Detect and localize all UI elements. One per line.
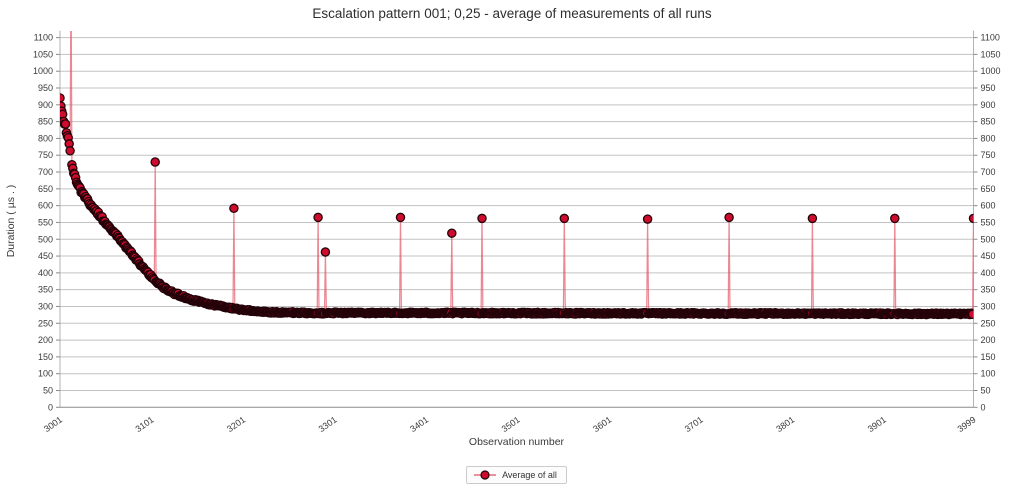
y-tick-label-left: 600 bbox=[38, 201, 53, 211]
y-tick-label-left: 1000 bbox=[33, 66, 53, 76]
y-tick-label-right: 400 bbox=[981, 268, 996, 278]
y-tick-label-left: 400 bbox=[38, 268, 53, 278]
y-tick-label-left: 1100 bbox=[34, 33, 53, 43]
spike-marker bbox=[807, 213, 818, 224]
y-tick-label-left: 800 bbox=[38, 133, 53, 143]
y-tick-label-left: 650 bbox=[38, 184, 53, 194]
y-tick-label-right: 150 bbox=[981, 352, 996, 362]
y-tick-label-right: 200 bbox=[981, 335, 996, 345]
y-tick-label-right: 900 bbox=[981, 100, 996, 110]
spike-marker bbox=[229, 203, 239, 214]
y-tick-label-left: 200 bbox=[38, 335, 53, 345]
y-tick-label-left: 450 bbox=[38, 251, 53, 261]
y-tick-label-left: 350 bbox=[38, 285, 53, 295]
y-tick-label-left: 950 bbox=[38, 83, 53, 93]
y-tick-label-right: 600 bbox=[981, 201, 996, 211]
data-point-marker bbox=[65, 146, 75, 156]
y-axis-label: Duration ( µs . ) bbox=[5, 184, 17, 258]
spike-marker bbox=[968, 213, 974, 224]
series-line bbox=[60, 31, 974, 316]
y-tick-label-left: 50 bbox=[43, 385, 53, 395]
spike-marker bbox=[642, 214, 653, 224]
y-tick-label-right: 300 bbox=[981, 301, 996, 311]
spike-marker bbox=[477, 213, 487, 224]
y-axis-left: 0 50 100 150 200 250 300 350 400 450 500 550 600 650 7… bbox=[33, 33, 60, 412]
x-tick-label: 3701 bbox=[683, 414, 705, 434]
y-tick-label-right: 800 bbox=[981, 133, 996, 143]
y-tick-label-left: 0 bbox=[48, 402, 53, 412]
x-tick-label: 3301 bbox=[317, 414, 339, 434]
legend-box: Average of all bbox=[466, 466, 567, 484]
spike-marker bbox=[320, 247, 331, 257]
y-tick-label-right: 250 bbox=[981, 318, 996, 328]
x-tick-label: 3201 bbox=[225, 414, 247, 434]
x-tick-label: 3401 bbox=[408, 414, 430, 434]
y-tick-label-left: 850 bbox=[38, 117, 53, 127]
y-tick-label-right: 650 bbox=[981, 184, 996, 194]
y-tick-label-right: 550 bbox=[981, 217, 996, 227]
y-tick-label-right: 0 bbox=[981, 402, 986, 412]
x-tick-label: 3501 bbox=[500, 414, 522, 434]
y-tick-label-left: 750 bbox=[38, 150, 53, 160]
y-tick-label-right: 350 bbox=[981, 285, 996, 295]
y-tick-label-left: 100 bbox=[38, 369, 53, 379]
spike-marker bbox=[559, 213, 570, 224]
y-tick-label-right: 50 bbox=[981, 385, 991, 395]
x-tick-label: 3101 bbox=[134, 414, 156, 434]
spike-marker bbox=[890, 213, 900, 224]
spike-marker bbox=[150, 157, 160, 167]
y-tick-label-left: 550 bbox=[38, 217, 53, 227]
y-tick-label-right: 1050 bbox=[981, 49, 1001, 59]
y-tick-label-right: 950 bbox=[981, 83, 996, 93]
data-series bbox=[60, 31, 974, 320]
y-tick-label-right: 1000 bbox=[981, 66, 1001, 76]
spike-marker bbox=[313, 212, 323, 223]
y-tick-label-left: 300 bbox=[38, 301, 53, 311]
y-tick-label-left: 500 bbox=[38, 234, 53, 244]
x-tick-label: 3001 bbox=[42, 414, 64, 434]
y-tick-label-left: 250 bbox=[38, 318, 53, 328]
x-tick-label: 3601 bbox=[591, 414, 613, 434]
x-tick-label: 3901 bbox=[866, 414, 888, 434]
y-tick-label-right: 1100 bbox=[981, 33, 1000, 43]
chart-title: Escalation pattern 001; 0,25 - average o… bbox=[312, 6, 712, 21]
data-point-marker bbox=[60, 93, 65, 103]
y-tick-label-right: 100 bbox=[981, 369, 996, 379]
spike-marker bbox=[395, 212, 406, 223]
y-tick-label-right: 750 bbox=[981, 150, 996, 160]
legend-series-marker-icon bbox=[474, 470, 497, 480]
spike-marker bbox=[447, 228, 457, 238]
grid-lines bbox=[59, 30, 974, 408]
legend-label: Average of all bbox=[502, 470, 557, 480]
y-tick-label-right: 450 bbox=[981, 251, 996, 261]
y-tick-label-left: 700 bbox=[38, 167, 53, 177]
data-point-marker bbox=[967, 309, 974, 320]
x-tick-label: 3801 bbox=[774, 414, 796, 434]
y-tick-label-left: 150 bbox=[38, 352, 53, 362]
spike-marker bbox=[724, 212, 734, 223]
data-point-marker bbox=[60, 119, 71, 129]
y-tick-label-right: 850 bbox=[981, 117, 996, 127]
x-tick-label: 3999 bbox=[956, 414, 978, 434]
x-axis-ticks: 3001 3101 3201 3301 3401 3501 3601 3701 3801 3901… bbox=[42, 414, 978, 434]
y-tick-label-right: 500 bbox=[981, 234, 996, 244]
x-axis-label: Observation number bbox=[468, 436, 565, 448]
legend: Average of all bbox=[60, 466, 973, 484]
y-tick-label-left: 900 bbox=[38, 100, 53, 110]
y-axis-right: 0 50 100 150 200 250 300 350 400 450 500 550 600 650 7… bbox=[973, 33, 1001, 412]
y-tick-label-left: 1050 bbox=[33, 49, 53, 59]
y-tick-label-right: 700 bbox=[981, 167, 996, 177]
